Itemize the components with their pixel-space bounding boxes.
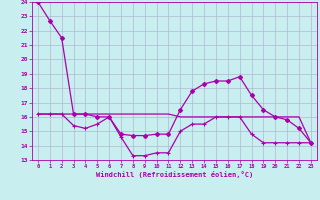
X-axis label: Windchill (Refroidissement éolien,°C): Windchill (Refroidissement éolien,°C): [96, 171, 253, 178]
